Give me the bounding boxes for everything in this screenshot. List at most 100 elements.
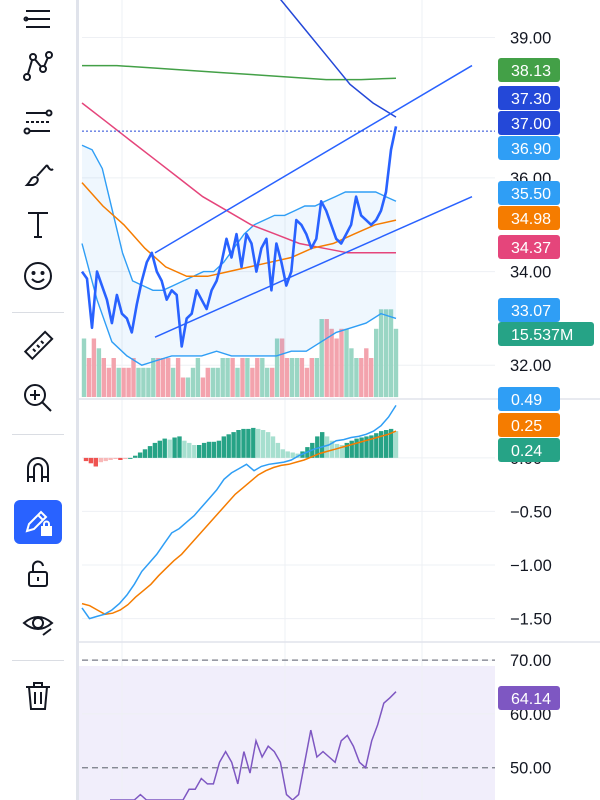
macd-histogram-bar [256, 428, 261, 458]
ma-navy-line [280, 0, 397, 118]
ma-green-line [82, 64, 397, 81]
volume-bar [170, 367, 176, 398]
price-badge: 15.537M [498, 322, 594, 346]
macd-histogram-bar [359, 437, 364, 458]
volume-bar [270, 367, 275, 398]
macd-badge: 0.49 [498, 387, 560, 411]
macd-histogram-bar [379, 431, 384, 458]
price-axis-label: 34.00 [510, 264, 551, 282]
trash-icon[interactable] [14, 674, 62, 718]
volume-bar [180, 377, 186, 397]
price-axis-label: −1.50 [510, 611, 552, 629]
volume-bar [225, 358, 230, 397]
volume-bar [294, 358, 300, 397]
brush-tool-icon[interactable] [14, 152, 62, 196]
macd-histogram-bar [142, 449, 148, 458]
volume-bar [260, 358, 265, 397]
price-badge-text: 34.98 [511, 211, 551, 228]
volume-bar [86, 358, 92, 397]
drawing-toolbar [0, 0, 76, 800]
macd-histogram-bar [88, 457, 94, 464]
macd-histogram-bar [384, 430, 389, 458]
macd-badge: 0.24 [498, 438, 560, 462]
macd-histogram-bar [187, 442, 192, 458]
bollinger-upper-band [81, 144, 397, 291]
volume-bar [354, 358, 359, 397]
volume-bar [329, 328, 334, 398]
emoji-tool-icon[interactable] [14, 254, 62, 298]
rsi-background [79, 666, 495, 800]
volume-bar [319, 319, 324, 397]
macd-histogram-bar [364, 436, 369, 458]
macd-histogram-bar [260, 430, 266, 458]
price-axis-label: 50.00 [510, 760, 551, 778]
price-badge-bg [498, 298, 560, 322]
macd-histogram-bar [324, 436, 330, 458]
volume-bar [388, 309, 394, 398]
lines-tool-icon[interactable] [14, 0, 62, 44]
volume-bar [309, 358, 314, 397]
price-badge-text: 35.50 [511, 186, 551, 203]
volume-bar [240, 358, 245, 397]
macd-histogram-bar [226, 434, 231, 458]
magnet-icon[interactable] [14, 448, 62, 492]
macd-badge-bg [498, 438, 560, 462]
macd-badge-text: 0.25 [511, 418, 542, 435]
macd-histogram-bar [103, 457, 108, 462]
lock-drawing-mode-icon[interactable] [14, 500, 62, 544]
fib-tool-icon[interactable] [14, 100, 62, 144]
unlock-icon[interactable] [14, 552, 62, 596]
macd-histogram-bar [251, 427, 256, 458]
toolbar-separator [12, 312, 64, 313]
macd-histogram-bar [315, 436, 320, 458]
price-badge: 37.00 [498, 111, 560, 135]
price-axis-label: −1.00 [510, 557, 552, 575]
volume-bar [175, 358, 181, 397]
eye-icon[interactable] [14, 602, 62, 646]
macd-histogram-bar [216, 440, 222, 458]
volume-bar [383, 309, 389, 398]
volume-bar [304, 367, 310, 398]
volume-bar [121, 367, 126, 398]
volume-bar [393, 328, 399, 398]
price-badge-text: 33.07 [511, 303, 551, 320]
volume-bar [369, 358, 374, 397]
volume-bar [96, 348, 102, 398]
channel-lower-line [154, 195, 473, 338]
macd-histogram-bar [369, 435, 374, 458]
macd-histogram-bar [108, 457, 113, 460]
volume-bar [230, 358, 235, 397]
price-badge: 34.98 [498, 206, 560, 230]
toolbar-separator [12, 660, 64, 661]
pattern-tool-icon[interactable] [14, 44, 62, 88]
macd-histogram-bar [354, 438, 359, 458]
macd-histogram-bar [118, 457, 123, 460]
macd-badge-bg [498, 387, 560, 411]
price-badge-text: 37.00 [511, 116, 551, 133]
price-axis-label: 39.00 [510, 30, 551, 48]
volume-bar [190, 367, 196, 398]
volume-bar [289, 358, 295, 397]
macd-line [81, 404, 397, 620]
volume-bar [324, 319, 329, 397]
ruler-icon[interactable] [14, 324, 62, 368]
volume-bar [299, 358, 305, 397]
macd-histogram-bar [113, 457, 118, 459]
volume-bar [106, 367, 111, 398]
price-badge: 34.37 [498, 235, 560, 259]
volume-bar [265, 367, 270, 398]
text-tool-icon[interactable] [14, 202, 62, 246]
macd-histogram-bar [221, 436, 226, 458]
volume-bar [215, 367, 220, 398]
macd-histogram-bar [280, 449, 285, 458]
price-axis-label: −0.50 [510, 503, 552, 521]
price-axis-label: 70.00 [510, 652, 551, 670]
macd-histogram-bar [197, 445, 202, 458]
macd-histogram-bar [290, 452, 295, 458]
volume-bar [245, 358, 250, 397]
zoom-in-icon[interactable] [14, 376, 62, 420]
volume-bar [220, 358, 225, 397]
macd-histogram-bar [98, 457, 103, 463]
macd-histogram-bar [246, 428, 251, 458]
